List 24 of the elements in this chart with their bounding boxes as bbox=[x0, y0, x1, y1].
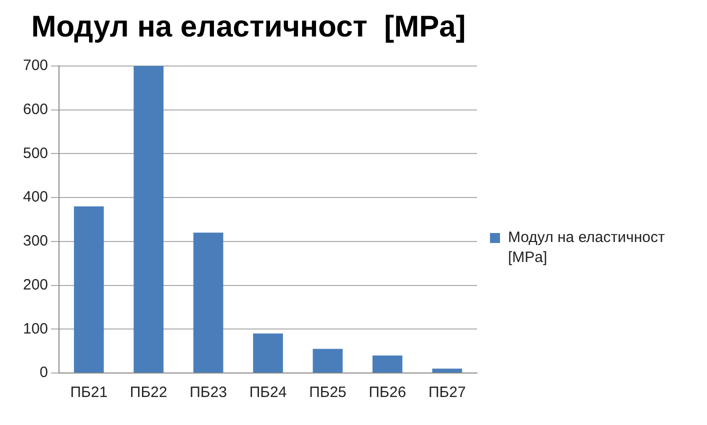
y-tick-label: 200 bbox=[22, 276, 48, 294]
bar bbox=[134, 66, 164, 372]
chart-title: Модул на еластичност [MPa] bbox=[31, 10, 466, 44]
x-tick-label: ПБ26 bbox=[368, 384, 406, 402]
bar bbox=[74, 206, 104, 372]
legend-label: Модул на еластичност [MPa] bbox=[508, 228, 666, 268]
x-tick-label: ПБ27 bbox=[428, 384, 466, 402]
x-tick-label: ПБ25 bbox=[309, 384, 346, 402]
y-tick-label: 100 bbox=[22, 320, 48, 338]
bar bbox=[372, 355, 402, 372]
x-tick-label: ПБ21 bbox=[70, 384, 108, 402]
y-tick-label: 0 bbox=[40, 364, 48, 382]
x-tick-label: ПБ22 bbox=[130, 384, 168, 402]
x-tick-label: ПБ24 bbox=[249, 384, 287, 402]
y-tick-label: 600 bbox=[22, 101, 48, 118]
bar bbox=[193, 232, 224, 372]
bar bbox=[312, 348, 343, 372]
y-tick-label: 500 bbox=[22, 144, 48, 162]
y-tick-label: 700 bbox=[22, 57, 48, 74]
x-tick-label: ПБ23 bbox=[190, 384, 227, 402]
bar bbox=[432, 368, 462, 372]
y-tick-label: 300 bbox=[22, 232, 48, 250]
bar bbox=[253, 334, 283, 372]
y-tick-label: 400 bbox=[22, 188, 48, 206]
